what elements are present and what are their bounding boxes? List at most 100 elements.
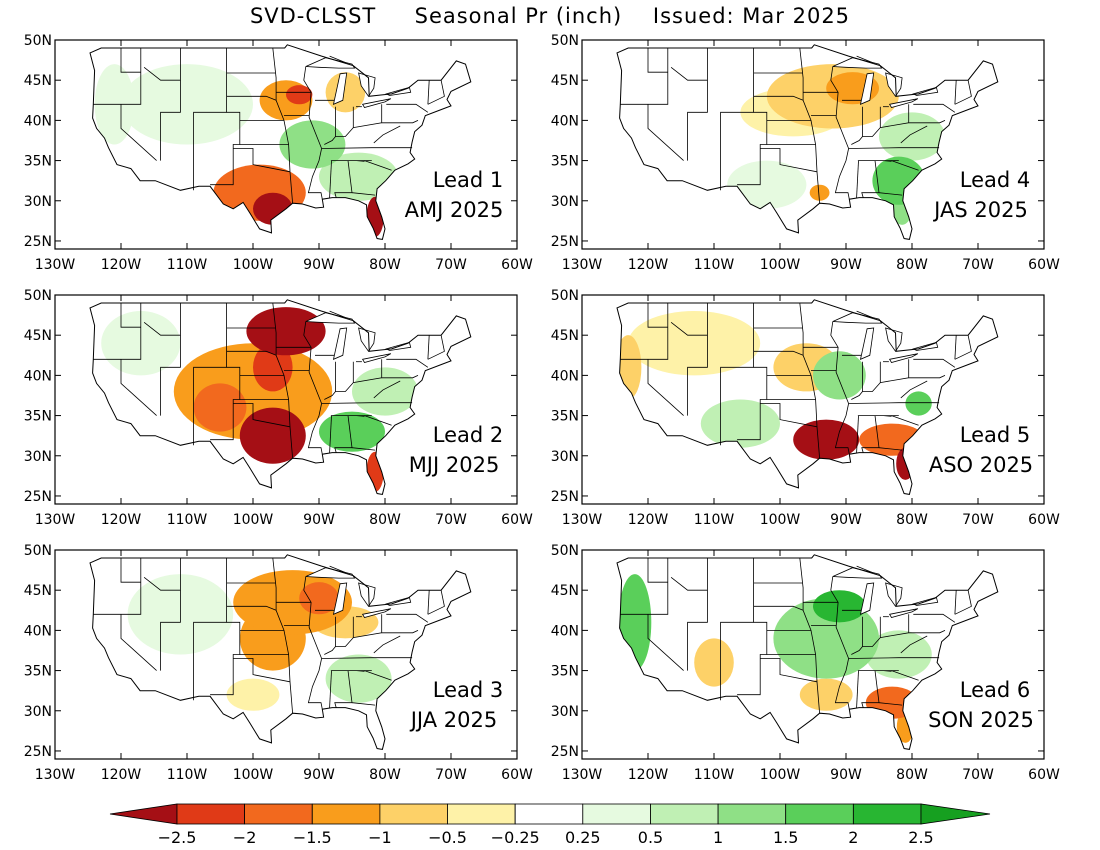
lon-label: 90W — [830, 767, 862, 783]
lead-label: Lead 6 — [960, 678, 1031, 702]
colorbar-label: 2.5 — [908, 828, 933, 847]
great-lake — [885, 582, 903, 608]
great-lake — [885, 327, 903, 353]
map-frame — [581, 39, 1045, 250]
lon-label: 100W — [760, 512, 801, 528]
lon-label: 130W — [562, 767, 603, 783]
lat-label: 35N — [551, 664, 579, 680]
lat-label: 40N — [24, 113, 52, 129]
lat-label: 45N — [551, 73, 579, 89]
lon-label: 80W — [369, 512, 401, 528]
lon-label: 80W — [896, 767, 928, 783]
lat-label: 30N — [24, 194, 52, 210]
state-boundary — [647, 104, 684, 161]
state-boundary — [120, 614, 157, 671]
state-boundary — [373, 125, 401, 144]
state-boundary — [908, 630, 946, 634]
lat-label: 30N — [24, 704, 52, 720]
state-boundary — [334, 415, 353, 453]
precip-anomaly-field — [94, 64, 399, 237]
lon-label: 70W — [962, 512, 994, 528]
state-boundary — [386, 613, 429, 623]
state-boundary — [878, 192, 903, 196]
state-boundary — [687, 80, 708, 161]
map-frame — [54, 549, 518, 760]
anomaly-blob — [193, 383, 247, 432]
state-boundary — [364, 415, 392, 426]
map-panel-lead-5: 50N 45N 40N 35N 30N 25N 130W 120W 110W 100W 90W 80W… — [551, 288, 1060, 528]
state-boundary — [93, 303, 142, 360]
state-boundary — [335, 106, 354, 137]
colorbar-label: 1 — [713, 828, 723, 847]
lead-label: Lead 2 — [433, 423, 504, 447]
state-boundary — [862, 361, 881, 392]
state-boundary — [954, 335, 972, 360]
great-lake — [888, 353, 919, 363]
lon-label: 120W — [628, 512, 669, 528]
state-boundary — [193, 48, 228, 191]
title-variable: Seasonal Pr (inch) — [414, 4, 623, 28]
state-boundary — [954, 80, 957, 105]
state-boundary — [851, 361, 863, 400]
lon-label: 60W — [501, 257, 533, 273]
coastline — [89, 554, 472, 750]
lat-label: 50N — [551, 33, 579, 49]
colorbar-arrow-low — [109, 803, 178, 825]
lat-label: 40N — [551, 368, 579, 384]
state-boundary — [226, 350, 277, 356]
anomaly-blob — [879, 112, 945, 161]
state-boundary — [143, 558, 181, 591]
lat-label: 25N — [24, 489, 52, 505]
state-boundary — [670, 558, 708, 591]
lat-label: 40N — [551, 623, 579, 639]
state-boundary — [954, 80, 972, 105]
lon-label: 130W — [35, 257, 76, 273]
state-boundary — [647, 558, 668, 583]
state-boundary — [900, 125, 928, 144]
lon-label: 100W — [233, 257, 274, 273]
anomaly-blob — [813, 351, 866, 400]
state-boundary — [954, 590, 972, 615]
state-boundary — [908, 120, 946, 124]
state-boundary — [381, 630, 419, 634]
colorbar-box — [176, 803, 245, 825]
colorbar-label: 0.5 — [638, 828, 663, 847]
anomaly-blob — [809, 184, 830, 201]
state-boundary — [364, 670, 392, 681]
lon-label: 90W — [303, 512, 335, 528]
anomaly-blob — [352, 367, 418, 416]
colorbar-label: −0.5 — [428, 828, 467, 847]
lat-label: 30N — [24, 449, 52, 465]
anomaly-blob — [239, 407, 306, 464]
state-boundary — [210, 621, 241, 696]
state-boundary — [335, 616, 354, 647]
lat-label: 50N — [24, 543, 52, 559]
colorbar: −2.5 −2 −1.5 −1 −0.5 −0.25 0.25 0.5 1 1.5 2 2.5 — [109, 803, 991, 847]
great-lake — [885, 72, 903, 98]
lat-label: 40N — [551, 113, 579, 129]
state-boundary — [861, 160, 880, 198]
lon-label: 70W — [962, 767, 994, 783]
state-boundary — [760, 658, 818, 683]
state-boundary — [226, 95, 277, 101]
state-boundary — [386, 358, 429, 368]
state-boundary — [760, 148, 818, 173]
state-boundary — [233, 148, 291, 173]
anomaly-blob — [121, 64, 253, 145]
state-boundary — [848, 657, 940, 659]
colorbar-box — [311, 803, 381, 825]
anomaly-blob — [279, 120, 346, 169]
lon-label: 80W — [896, 257, 928, 273]
state-boundary — [334, 670, 353, 708]
state-boundary — [620, 303, 669, 360]
state-boundary — [830, 576, 850, 710]
state-boundary — [856, 160, 859, 198]
title-model: SVD-CLSST — [249, 4, 377, 28]
state-boundary — [954, 335, 957, 360]
state-boundary — [210, 366, 241, 441]
state-boundary — [427, 590, 445, 615]
anomaly-blob — [700, 399, 781, 448]
coastline — [89, 44, 472, 240]
state-boundary — [329, 670, 332, 708]
state-boundary — [120, 359, 157, 416]
